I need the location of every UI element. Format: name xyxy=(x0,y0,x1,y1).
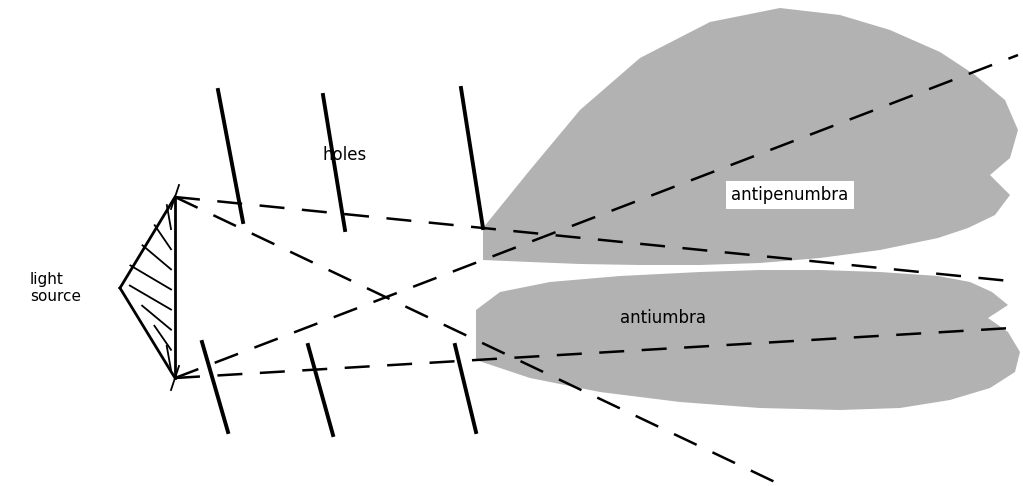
Polygon shape xyxy=(483,8,1018,265)
Text: light
source: light source xyxy=(30,272,81,304)
Text: antiumbra: antiumbra xyxy=(620,309,706,327)
Text: antipenumbra: antipenumbra xyxy=(731,186,849,204)
Polygon shape xyxy=(476,270,1020,410)
Text: holes: holes xyxy=(323,146,367,164)
